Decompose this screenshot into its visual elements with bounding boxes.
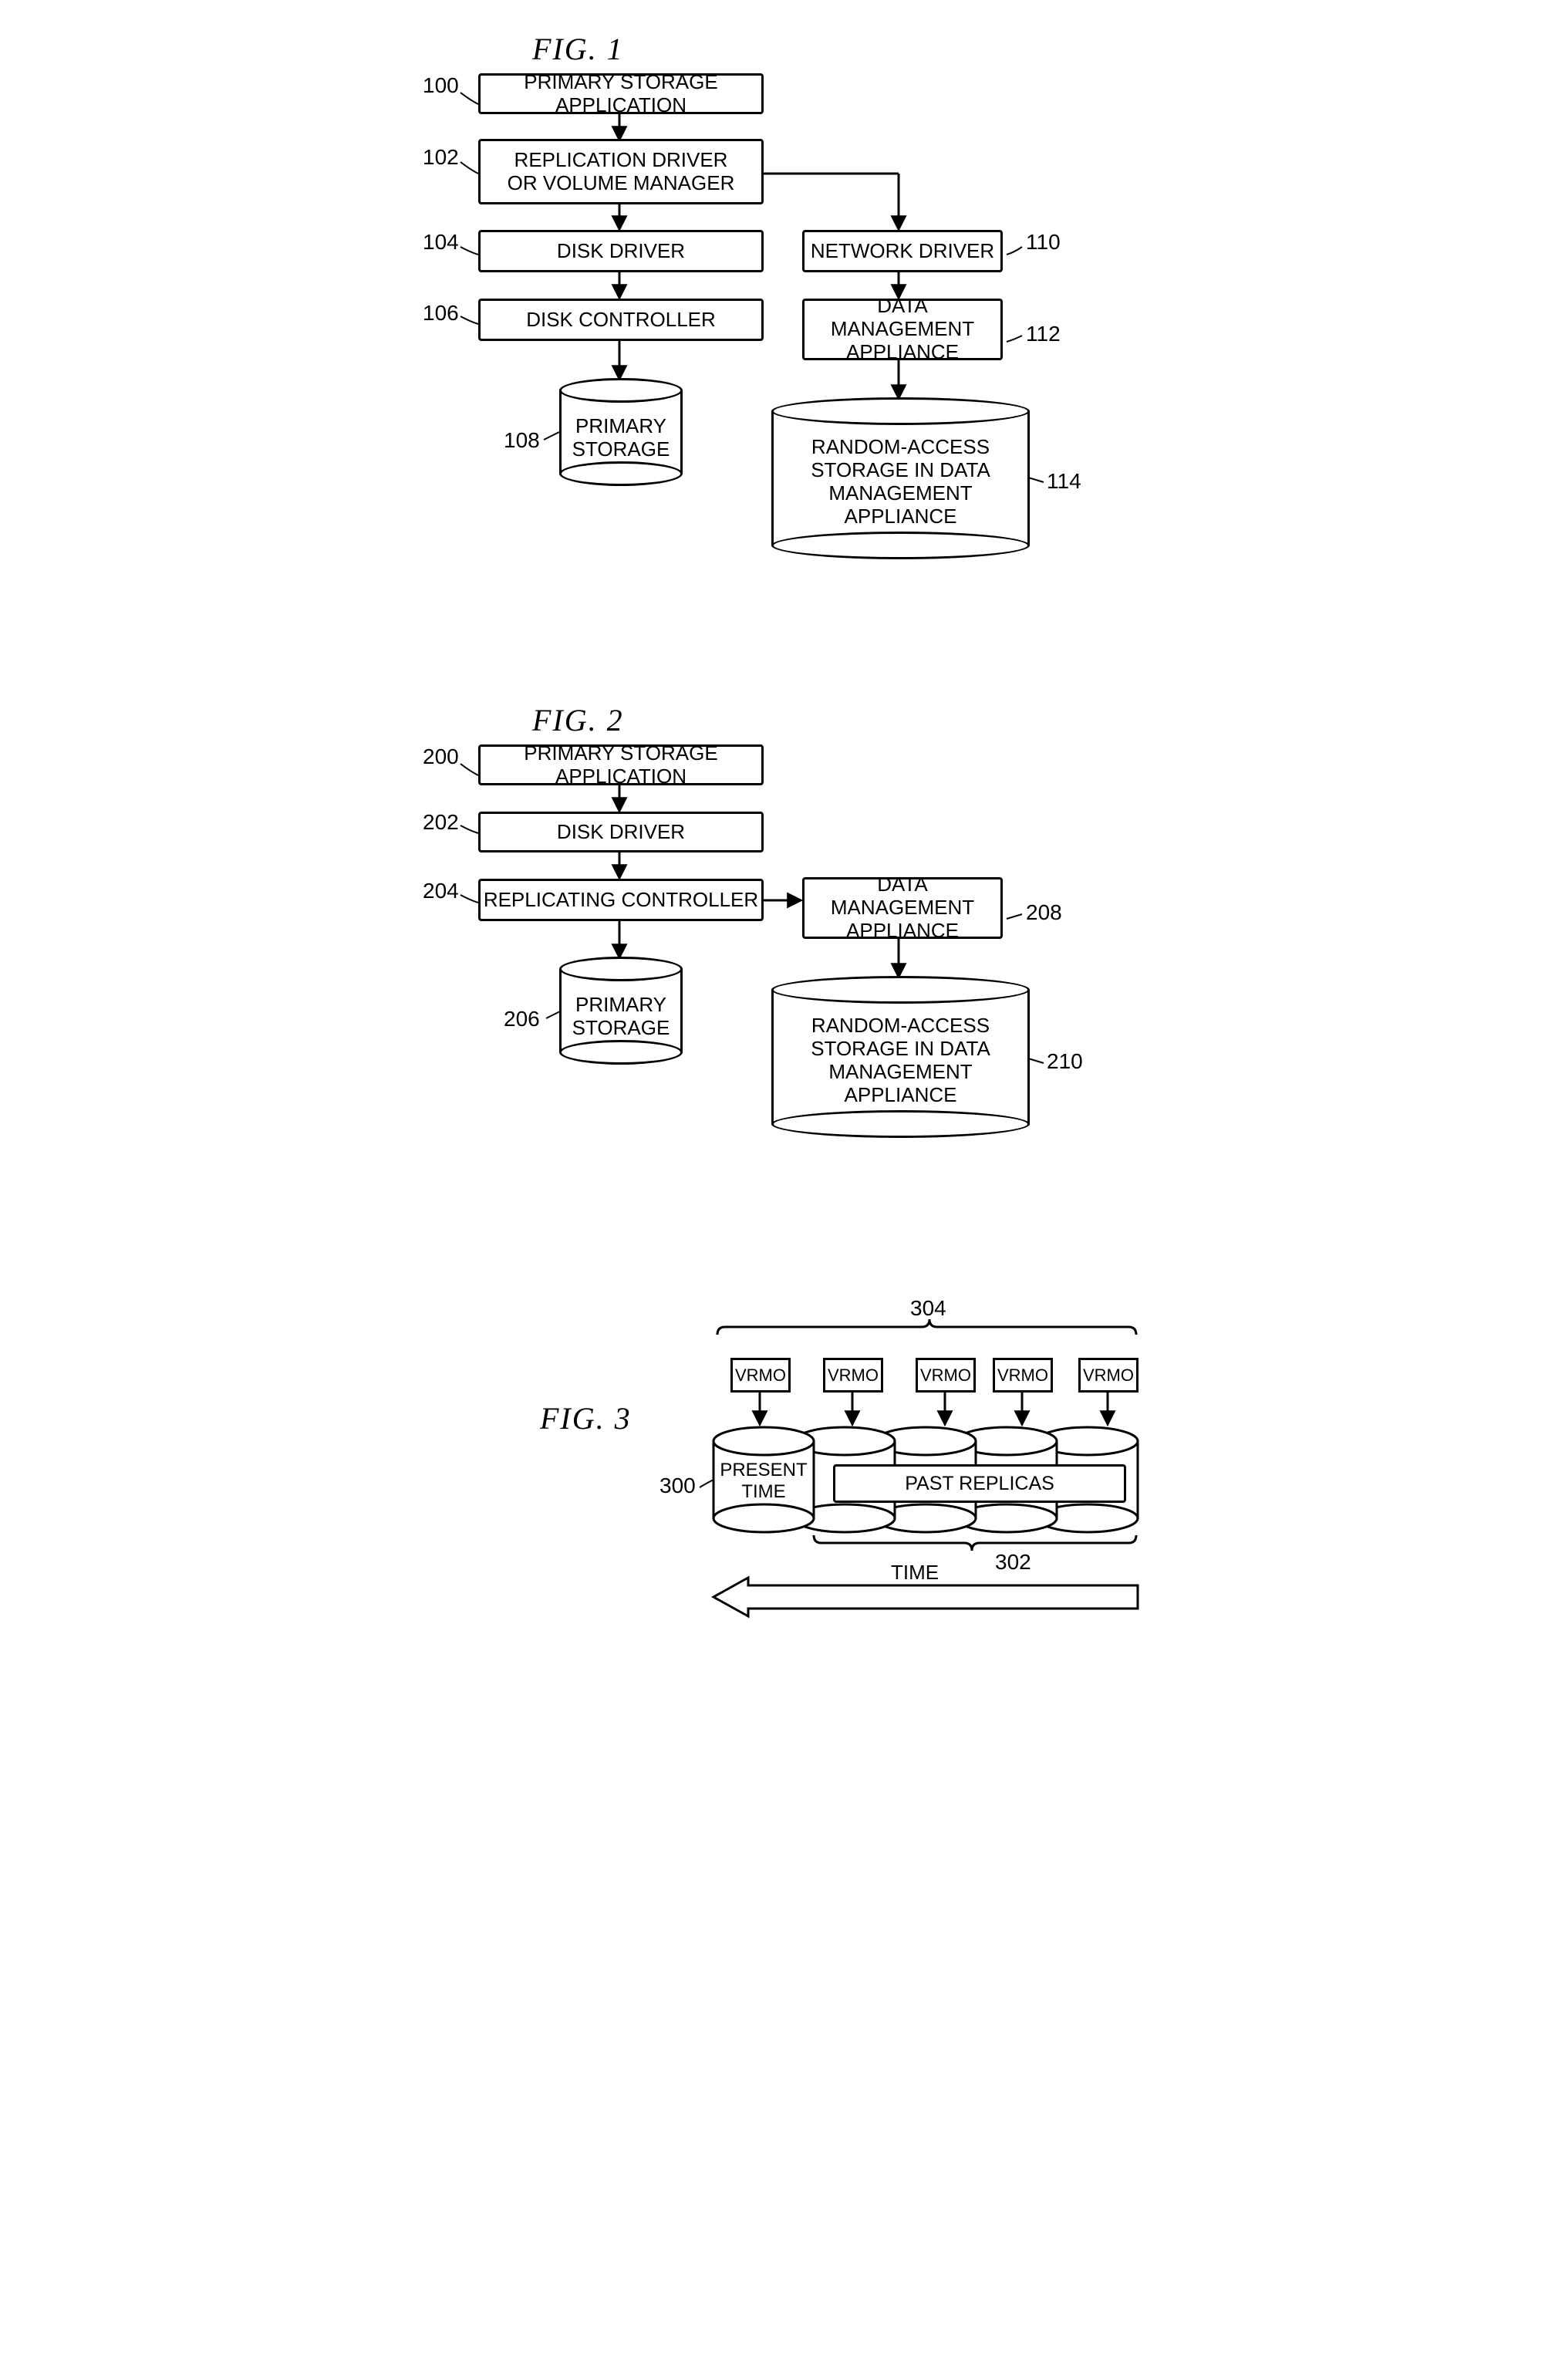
- fig2-box-204: REPLICATING CONTROLLER: [478, 879, 764, 921]
- fig3-vrmo-1: VRMO: [730, 1358, 791, 1393]
- fig2-ref-204: 204: [423, 879, 459, 903]
- fig2-ref-206: 206: [504, 1007, 540, 1031]
- figure-3: FIG. 3: [386, 1304, 1159, 1628]
- fig2-title: FIG. 2: [532, 702, 624, 738]
- fig1-label-110: NETWORK DRIVER: [811, 240, 994, 263]
- fig3-vrmo-3: VRMO: [916, 1358, 976, 1393]
- fig3-vrmo-5: VRMO: [1078, 1358, 1139, 1393]
- fig3-past-label: PAST REPLICAS: [905, 1473, 1054, 1495]
- fig3-time-label: TIME: [891, 1561, 939, 1585]
- fig3-vrmo-2: VRMO: [823, 1358, 883, 1393]
- fig2-box-208: DATA MANAGEMENT APPLIANCE: [802, 877, 1003, 939]
- fig1-box-102: REPLICATION DRIVER OR VOLUME MANAGER: [478, 139, 764, 204]
- fig1-label-106: DISK CONTROLLER: [526, 309, 716, 332]
- fig1-box-100: PRIMARY STORAGE APPLICATION: [478, 73, 764, 114]
- fig3-past-box: PAST REPLICAS: [833, 1464, 1126, 1503]
- figure-2: FIG. 2 PRIMARY STORAGE APPLICATION DISK …: [386, 702, 1159, 1242]
- fig1-label-104: DISK DRIVER: [557, 240, 685, 263]
- fig2-box-200: PRIMARY STORAGE APPLICATION: [478, 744, 764, 785]
- fig2-label-204: REPLICATING CONTROLLER: [484, 889, 758, 912]
- fig1-box-110: NETWORK DRIVER: [802, 230, 1003, 272]
- fig1-ref-104: 104: [423, 230, 459, 255]
- fig1-box-104: DISK DRIVER: [478, 230, 764, 272]
- fig3-vrmo-4: VRMO: [993, 1358, 1053, 1393]
- fig2-label-200: PRIMARY STORAGE APPLICATION: [481, 742, 761, 788]
- fig3-ref-300: 300: [659, 1474, 696, 1498]
- fig1-ref-112: 112: [1026, 322, 1061, 346]
- fig1-label-112: DATA MANAGEMENT APPLIANCE: [805, 295, 1000, 364]
- fig3-ref-302: 302: [995, 1550, 1031, 1575]
- fig3-title: FIG. 3: [540, 1400, 632, 1436]
- fig1-ref-114: 114: [1047, 469, 1081, 494]
- fig1-ref-102: 102: [423, 145, 459, 170]
- fig2-ref-208: 208: [1026, 900, 1062, 925]
- fig1-label-100: PRIMARY STORAGE APPLICATION: [481, 71, 761, 117]
- fig1-ref-106: 106: [423, 301, 459, 326]
- fig2-box-202: DISK DRIVER: [478, 812, 764, 852]
- fig2-label-206: PRIMARY STORAGE: [559, 994, 683, 1040]
- fig2-ref-202: 202: [423, 810, 459, 835]
- fig1-label-108: PRIMARY STORAGE: [559, 415, 683, 461]
- fig2-label-202: DISK DRIVER: [557, 821, 685, 844]
- fig2-cyl-206: PRIMARY STORAGE: [559, 957, 683, 1065]
- fig2-label-208: DATA MANAGEMENT APPLIANCE: [805, 873, 1000, 943]
- fig1-label-102: REPLICATION DRIVER OR VOLUME MANAGER: [508, 149, 735, 195]
- fig1-ref-100: 100: [423, 73, 459, 98]
- fig1-box-106: DISK CONTROLLER: [478, 299, 764, 341]
- figure-1: FIG. 1 PRIMARY STORAGE APPLICATION REPLI…: [386, 31, 1159, 640]
- fig1-ref-110: 110: [1026, 230, 1061, 255]
- fig1-box-112: DATA MANAGEMENT APPLIANCE: [802, 299, 1003, 360]
- fig2-cyl-210: RANDOM-ACCESS STORAGE IN DATA MANAGEMENT…: [771, 976, 1030, 1138]
- fig1-cyl-108: PRIMARY STORAGE: [559, 378, 683, 486]
- fig2-label-210: RANDOM-ACCESS STORAGE IN DATA MANAGEMENT…: [771, 1014, 1030, 1107]
- fig2-ref-200: 200: [423, 744, 459, 769]
- fig1-label-114: RANDOM-ACCESS STORAGE IN DATA MANAGEMENT…: [771, 436, 1030, 528]
- fig3-ref-304: 304: [910, 1296, 946, 1321]
- fig1-title: FIG. 1: [532, 31, 624, 67]
- fig3-present-label: PRESENT TIME: [717, 1460, 810, 1502]
- fig1-cyl-114: RANDOM-ACCESS STORAGE IN DATA MANAGEMENT…: [771, 397, 1030, 559]
- fig1-ref-108: 108: [504, 428, 540, 453]
- fig2-ref-210: 210: [1047, 1049, 1083, 1074]
